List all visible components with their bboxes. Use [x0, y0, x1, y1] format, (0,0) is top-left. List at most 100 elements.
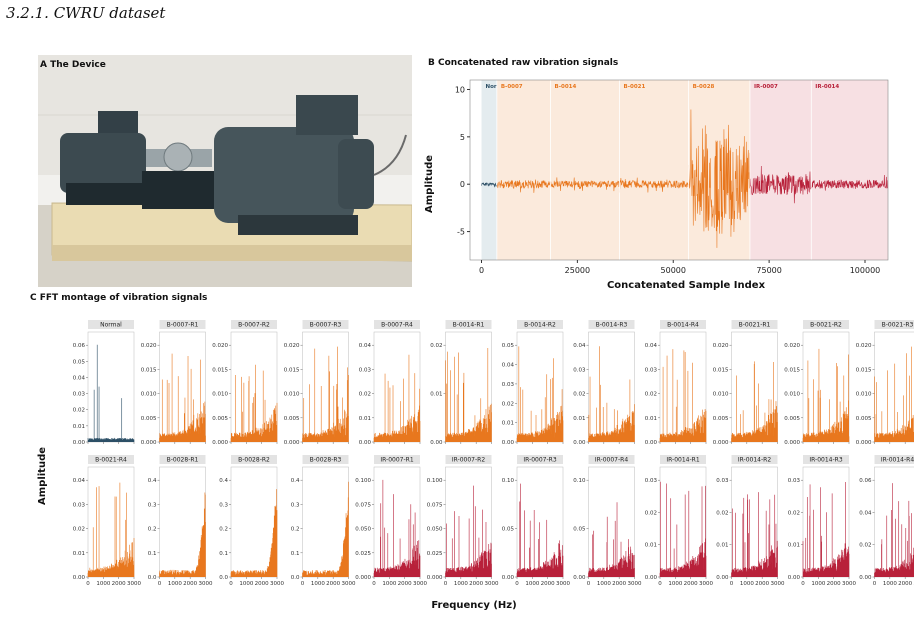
subplot-y-tick-label: 0.4	[148, 478, 157, 484]
subplot-title: B-0021-R3	[882, 322, 914, 329]
fft-subplot: B-0014-R3 0.00 0.01 0.02 0.03 0.04	[573, 320, 635, 446]
fft-subplot: IR-0014-R3 0.00 0.01 0.02 0.03 0 1000 2000 3000	[788, 455, 856, 587]
subplot-x-tick-label: 2000	[755, 581, 769, 587]
subplot-y-tick-label: 0.100	[427, 478, 443, 484]
subplot-y-tick-label: 0.03	[788, 478, 801, 484]
subplot-y-tick-label: 0.06	[73, 343, 86, 349]
fft-subplot: IR-0007-R1 0.000 0.025 0.050 0.075 0.100 0 1000…	[355, 455, 427, 587]
fft-subplot-grid: Normal0.000.010.020.030.040.050.06B-0007…	[73, 320, 914, 587]
raw-signal-chart: B Concatenated raw vibration signals Nor…	[424, 58, 889, 291]
subplot-y-tick-label: 0.01	[573, 416, 585, 422]
subplot-y-tick-label: 0.010	[784, 392, 800, 398]
subplot-x-tick-label: 2000	[898, 581, 912, 587]
fft-subplot: B-0021-R4 0.00 0.01 0.02 0.03 0.04 0 1000 2000 30…	[73, 455, 141, 587]
segment-label: IR-0007	[754, 84, 778, 90]
segment-background	[619, 80, 689, 260]
subplot-y-tick-label: 0.05	[573, 527, 586, 533]
subplot-y-tick-label: 0.050	[427, 527, 443, 533]
subplot-x-tick-label: 0	[372, 581, 376, 587]
subplot-y-tick-label: 0.00	[573, 440, 586, 446]
spectrum-line	[230, 489, 278, 577]
subplot-x-tick-label: 3000	[842, 581, 856, 587]
chart-b-title: B Concatenated raw vibration signals	[428, 58, 618, 68]
subplot-frame	[373, 331, 421, 443]
subplot-y-tick-label: 0.04	[73, 375, 86, 381]
subplot-y-tick-label: 0.015	[141, 367, 157, 373]
subplot-y-tick-label: 0.01	[645, 416, 657, 422]
signal-line	[619, 177, 689, 193]
subplot-title: B-0021-R4	[95, 457, 127, 464]
subplot-y-tick-label: 0.100	[355, 478, 371, 484]
subplot-title: B-0014-R2	[524, 322, 556, 329]
chart-c-title: C FFT montage of vibration signals	[30, 293, 207, 303]
subplot-y-tick-label: 0.01	[716, 543, 728, 549]
subplot-x-tick-label: 3000	[556, 581, 570, 587]
subplot-y-tick-label: 0.005	[212, 416, 228, 422]
subplot-x-tick-label: 0	[730, 581, 734, 587]
dynamometer-mount	[238, 215, 358, 235]
segment-label: B-0021	[624, 84, 646, 90]
subplot-y-tick-label: 0.02	[788, 510, 800, 516]
subplot-y-tick-label: 0.025	[427, 551, 443, 557]
subplot-title: B-0014-R4	[667, 322, 699, 329]
subplot-title: IR-0007-R4	[595, 457, 628, 464]
subplot-x-tick-label: 1000	[168, 581, 182, 587]
raw-plot-area: NormalB-0007B-0014B-0021B-0028IR-0007IR-…	[455, 79, 889, 275]
chart-c-xlabel: Frequency (Hz)	[431, 600, 516, 611]
subplot-y-tick-label: 0.015	[856, 367, 872, 373]
subplot-y-tick-label: 0.050	[355, 527, 371, 533]
spectrum-line	[516, 483, 564, 577]
subplot-x-tick-label: 2000	[469, 581, 483, 587]
subplot-title: B-0007-R3	[310, 322, 342, 329]
fft-subplot: B-0021-R2 0.000 0.005 0.010 0.015 0.020	[784, 320, 850, 446]
subplot-x-tick-label: 0	[229, 581, 233, 587]
device-photo	[38, 55, 412, 287]
fft-subplot: B-0021-R3 0.000 0.005 0.010 0.015 0.020	[856, 320, 914, 446]
subplot-y-tick-label: 0.3	[148, 502, 157, 508]
subplot-frame	[516, 331, 564, 443]
subplot-y-tick-label: 0.3	[291, 502, 300, 508]
subplot-title-bar	[88, 320, 134, 329]
subplot-y-tick-label: 0.1	[148, 551, 157, 557]
subplot-frame	[302, 331, 349, 443]
subplot-y-tick-label: 0.0	[219, 575, 228, 581]
subplot-y-tick-label: 0.005	[141, 416, 157, 422]
subplot-x-tick-label: 1000	[597, 581, 611, 587]
subplot-y-tick-label: 0.010	[284, 392, 300, 398]
spectrum-line	[445, 348, 492, 442]
subplot-title: B-0021-R1	[739, 322, 771, 329]
subplot-y-tick-label: 0.05	[502, 527, 515, 533]
subplot-y-tick-label: 0.02	[645, 510, 657, 516]
subplot-y-tick-label: 0.025	[355, 551, 371, 557]
subplot-y-tick-label: 0.000	[141, 440, 157, 446]
spectrum-line	[373, 354, 421, 442]
spectrum-line	[802, 348, 850, 442]
subplot-frame	[230, 331, 278, 443]
subplot-y-tick-label: 0.00	[502, 440, 515, 446]
subplot-x-tick-label: 0	[587, 581, 591, 587]
motor-mount	[66, 183, 146, 205]
fft-subplot: B-0007-R1 0.000 0.005 0.010 0.015 0.020	[141, 320, 206, 446]
subplot-x-tick-label: 3000	[270, 581, 284, 587]
spectrum-line	[588, 346, 635, 442]
subplot-x-tick-label: 0	[158, 581, 162, 587]
subplot-y-tick-label: 0.005	[784, 416, 800, 422]
subplot-x-tick-label: 2000	[112, 581, 126, 587]
subplot-frame	[445, 466, 492, 578]
subplot-y-tick-label: 0.005	[713, 416, 729, 422]
spectrum-line	[373, 479, 421, 577]
fft-subplot: IR-0014-R1 0.00 0.01 0.02 0.03 0 1000 2000 3000	[645, 455, 713, 587]
subplot-y-tick-label: 0.02	[502, 401, 514, 407]
y-tick-label: -5	[457, 228, 465, 237]
y-tick-label: 10	[455, 85, 465, 94]
segment-background	[496, 80, 551, 260]
subplot-x-tick-label: 0	[86, 581, 90, 587]
subplot-y-tick-label: 0.03	[573, 367, 586, 373]
spectrum-line	[874, 346, 914, 442]
subplot-title-bar	[374, 455, 420, 464]
subplot-title-bar	[445, 455, 492, 464]
segment-label: B-0014	[555, 84, 577, 90]
motor-terminal-box	[98, 111, 138, 133]
subplot-title-bar	[231, 455, 277, 464]
subplot-title: B-0007-R1	[167, 322, 199, 329]
